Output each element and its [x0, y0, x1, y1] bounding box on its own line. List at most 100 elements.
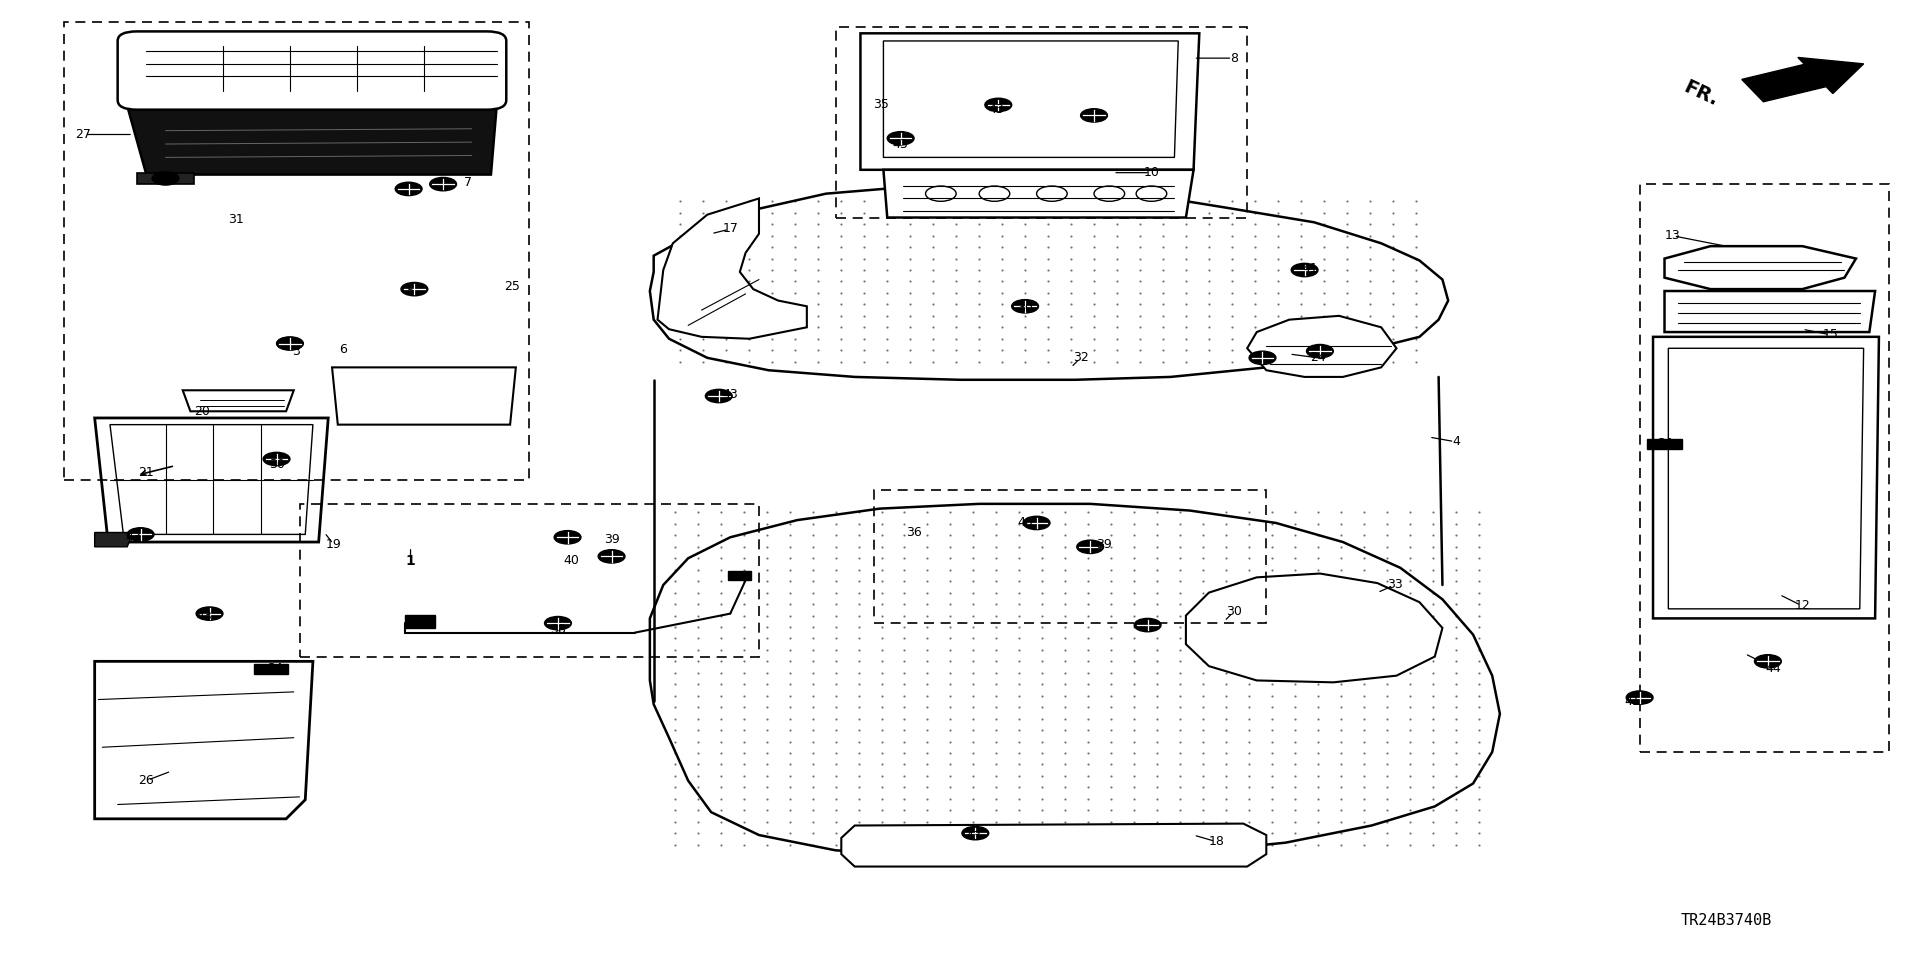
Polygon shape: [1248, 316, 1396, 377]
Text: 27: 27: [75, 128, 90, 141]
Polygon shape: [127, 36, 497, 103]
Text: 43: 43: [722, 388, 737, 400]
Circle shape: [555, 531, 582, 544]
Polygon shape: [182, 391, 294, 411]
Polygon shape: [860, 34, 1200, 170]
Text: 13: 13: [1665, 229, 1680, 242]
Text: 18: 18: [1208, 835, 1225, 849]
Circle shape: [401, 282, 428, 296]
Polygon shape: [841, 824, 1267, 867]
Bar: [874, 490, 1267, 623]
Polygon shape: [883, 170, 1194, 218]
Polygon shape: [1653, 337, 1880, 618]
Text: 33: 33: [1386, 579, 1402, 591]
Circle shape: [1077, 540, 1104, 554]
Text: 26: 26: [138, 774, 154, 787]
Polygon shape: [657, 199, 806, 339]
Circle shape: [1755, 655, 1782, 668]
Circle shape: [1081, 108, 1108, 122]
Bar: [728, 570, 751, 580]
Polygon shape: [1187, 573, 1442, 683]
Circle shape: [962, 827, 989, 840]
Polygon shape: [1665, 291, 1876, 332]
Text: 15: 15: [1824, 328, 1839, 342]
Text: 19: 19: [326, 539, 342, 551]
Text: 34: 34: [267, 662, 282, 676]
Text: 41: 41: [1302, 262, 1319, 275]
Text: 43: 43: [893, 137, 908, 151]
Polygon shape: [649, 504, 1500, 857]
Text: 41: 41: [1624, 695, 1640, 708]
Text: FR.: FR.: [1680, 77, 1720, 109]
Bar: [1647, 439, 1682, 448]
Polygon shape: [136, 173, 194, 184]
Circle shape: [196, 607, 223, 620]
Text: 10: 10: [1144, 166, 1160, 180]
Circle shape: [545, 616, 572, 630]
Text: 4: 4: [1452, 435, 1459, 448]
Polygon shape: [94, 533, 132, 547]
Polygon shape: [127, 106, 497, 175]
Bar: [253, 664, 288, 674]
Text: 30: 30: [269, 458, 284, 471]
Text: 31: 31: [228, 213, 244, 226]
Polygon shape: [883, 41, 1179, 157]
Text: 43: 43: [989, 103, 1004, 116]
Text: 17: 17: [722, 223, 737, 235]
Circle shape: [1290, 263, 1317, 276]
Circle shape: [430, 178, 457, 191]
Text: 39: 39: [603, 533, 620, 545]
FancyBboxPatch shape: [117, 32, 507, 109]
Circle shape: [887, 132, 914, 145]
Circle shape: [1135, 618, 1162, 632]
Polygon shape: [94, 418, 328, 542]
Text: 1: 1: [405, 554, 415, 568]
Polygon shape: [1668, 348, 1864, 609]
Circle shape: [396, 182, 422, 196]
Text: 40: 40: [1018, 516, 1033, 530]
Text: 30: 30: [1018, 301, 1033, 315]
Text: 34: 34: [1657, 437, 1672, 450]
Polygon shape: [109, 424, 313, 535]
Text: 7: 7: [465, 176, 472, 189]
Text: 21: 21: [138, 466, 154, 479]
Text: 32: 32: [1073, 351, 1089, 365]
Text: 40: 40: [563, 554, 580, 566]
Text: 5: 5: [407, 285, 415, 299]
FancyArrow shape: [1741, 58, 1864, 102]
Text: TR24B3740B: TR24B3740B: [1680, 914, 1772, 928]
Circle shape: [1250, 351, 1277, 365]
Text: 30: 30: [1225, 605, 1242, 618]
Text: 36: 36: [906, 526, 922, 539]
Circle shape: [599, 550, 626, 563]
Text: 20: 20: [194, 405, 209, 418]
Text: 43: 43: [966, 830, 981, 844]
Text: 44: 44: [1766, 661, 1782, 675]
Bar: [63, 22, 530, 480]
Bar: [835, 27, 1248, 218]
Circle shape: [1023, 516, 1050, 530]
Text: 3: 3: [292, 345, 300, 358]
Circle shape: [1626, 691, 1653, 705]
Text: 24: 24: [1309, 351, 1327, 365]
Circle shape: [276, 337, 303, 350]
Circle shape: [1012, 300, 1039, 313]
Text: 25: 25: [505, 279, 520, 293]
Polygon shape: [1665, 246, 1857, 289]
Text: 43: 43: [125, 531, 140, 543]
Polygon shape: [94, 661, 313, 819]
Circle shape: [152, 172, 179, 185]
Circle shape: [127, 528, 154, 541]
Circle shape: [985, 98, 1012, 111]
Bar: [300, 504, 758, 657]
Text: 12: 12: [1795, 599, 1811, 612]
Circle shape: [1306, 345, 1332, 358]
Text: 43: 43: [196, 610, 211, 623]
Circle shape: [263, 452, 290, 466]
Text: 39: 39: [1096, 539, 1112, 551]
Text: 8: 8: [1231, 52, 1238, 64]
Circle shape: [705, 390, 732, 402]
Text: 38: 38: [549, 623, 566, 636]
Polygon shape: [649, 184, 1448, 380]
Bar: [405, 614, 436, 628]
